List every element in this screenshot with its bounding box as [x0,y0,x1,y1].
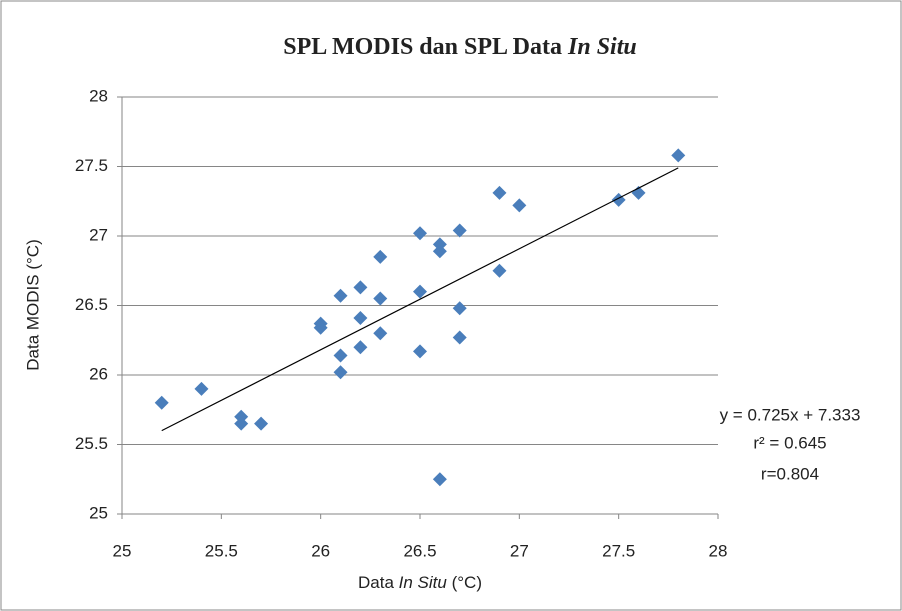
x-title-unit: (°C) [447,573,482,592]
y-tick-label: 27.5 [75,156,108,175]
x-title-text: Data [358,573,399,592]
title-text: SPL MODIS dan SPL Data [283,34,568,60]
x-tick-label: 25 [113,541,132,560]
point [671,148,686,163]
point [234,416,249,431]
point [154,395,169,410]
point [452,330,467,345]
annotation: r=0.804 [761,464,819,483]
x-tick-label: 27.5 [602,541,635,560]
annotation: r² = 0.645 [753,433,826,452]
y-tick-label: 26.5 [75,295,108,314]
y-tick-label: 26 [89,364,108,383]
y-tick-label: 28 [89,86,108,105]
trendline [161,167,679,432]
point [452,301,467,316]
chart-title: SPL MODIS dan SPL Data In Situ [283,34,636,60]
point [413,226,427,241]
point [353,280,368,295]
point [373,249,388,264]
x-tick-label: 28 [709,541,728,560]
point [313,320,328,335]
point [432,472,447,487]
point [413,344,427,359]
x-tick-label: 27 [510,541,529,560]
point [333,348,348,363]
y-tick-label: 25 [89,503,108,522]
point [254,416,269,431]
x-tick-label: 26.5 [403,541,436,560]
title-italic: In Situ [567,34,637,60]
annotation: y = 0.725x + 7.333 [720,405,861,424]
point [492,263,507,278]
y-tick-label: 25.5 [75,434,108,453]
point [413,284,427,299]
point [452,223,467,238]
point [492,185,507,200]
point [432,244,447,259]
y-axis-title: Data MODIS (°C) [23,239,42,370]
point [194,381,209,396]
x-title-italic: In Situ [399,573,448,592]
x-axis-title: Data In Situ (°C) [358,573,482,592]
point [353,340,368,355]
point [333,365,348,380]
point [512,198,527,213]
point [373,326,388,341]
y-tick-label: 27 [89,225,108,244]
x-tick-label: 25.5 [205,541,238,560]
x-tick-label: 26 [311,541,330,560]
point [373,291,388,306]
point [353,311,368,326]
point [333,288,348,303]
